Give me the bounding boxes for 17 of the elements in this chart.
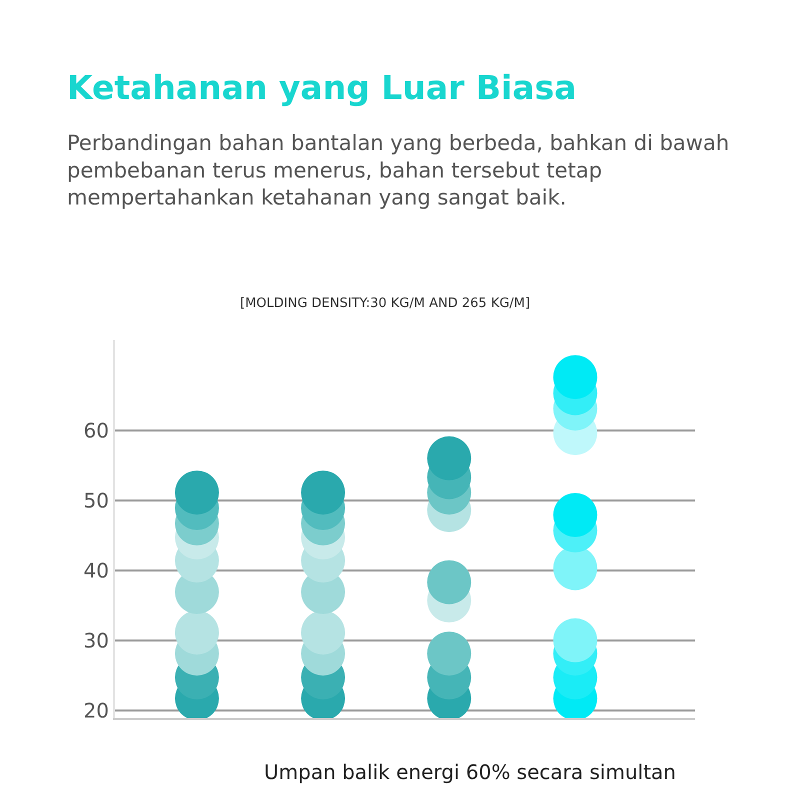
point [174, 470, 219, 515]
point [174, 610, 219, 655]
point [301, 470, 346, 515]
chart-subtitle: Perbandingan bahan bantalan yang berbeda, bahkan di bawah pembebanan terus menerus, bahan tersebut tetap mempertahankan ketahanan yang sangat baik. [67, 131, 730, 210]
point [427, 560, 472, 604]
y-tick-label: 50 [84, 488, 109, 512]
y-tick-label: 20 [84, 698, 109, 722]
y-tick-label: 60 [84, 418, 109, 442]
point [301, 610, 346, 655]
y-tick-label: 30 [84, 628, 109, 652]
point [553, 618, 598, 662]
text: Umpan balik energi 60% secara simultan [264, 760, 676, 784]
chart-title: Ketahanan yang Luar Biasa [67, 68, 577, 107]
point [427, 632, 472, 676]
text: [MOLDING DENSITY:30 KG/M AND 265 KG/M] [240, 296, 530, 311]
point [553, 355, 598, 400]
y-tick-label: 40 [84, 558, 109, 582]
